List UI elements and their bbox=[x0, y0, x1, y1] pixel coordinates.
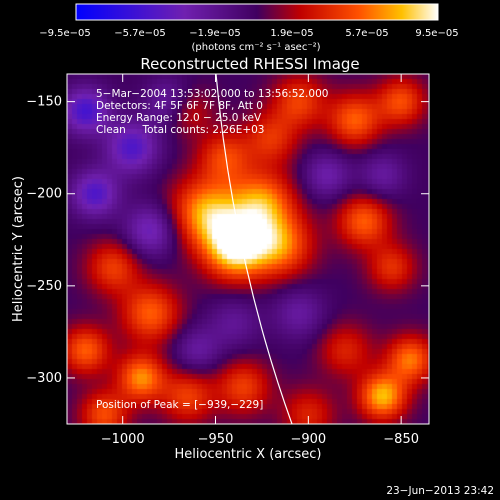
colorbar-tick-label: 1.9e−05 bbox=[270, 28, 313, 39]
colorbar-units: (photons cm⁻² s⁻¹ asec⁻²) bbox=[191, 42, 320, 53]
solar-limb-arc bbox=[215, 74, 293, 424]
plot-frame bbox=[66, 73, 430, 425]
y-tick-label: −150 bbox=[26, 95, 62, 110]
peak-position-label: Position of Peak = [−939,−229] bbox=[96, 399, 263, 411]
x-axis-label: Heliocentric X (arcsec) bbox=[175, 447, 322, 462]
y-axis-label: Heliocentric Y (arcsec) bbox=[11, 176, 26, 322]
colorbar-tick-label: −5.7e−05 bbox=[114, 28, 166, 39]
annotation-detectors: Detectors: 4F 5F 6F 7F 8F, Att 0 bbox=[96, 100, 263, 112]
x-tick-label: −1000 bbox=[101, 432, 145, 447]
timestamp: 23−Jun−2013 23:42 bbox=[386, 485, 494, 497]
heatmap-image bbox=[67, 74, 429, 424]
annotation-energy-range: Energy Range: 12.0 − 25.0 keV bbox=[96, 112, 262, 124]
chart-title: Reconstructed RHESSI Image bbox=[140, 55, 359, 73]
colorbar-tick-label: 9.5e−05 bbox=[415, 28, 458, 39]
annotation-counts: Clean Total counts: 2.26E+03 bbox=[96, 124, 265, 136]
annotation-time-range: 5−Mar−2004 13:53:02.000 to 13:56:52.000 bbox=[96, 88, 328, 100]
colorbar-tick-label: 5.7e−05 bbox=[345, 28, 388, 39]
colorbar bbox=[75, 3, 439, 21]
x-tick-label: −950 bbox=[198, 432, 234, 447]
colorbar-tick-label: −9.5e−05 bbox=[39, 28, 91, 39]
y-tick-label: −200 bbox=[26, 187, 62, 202]
y-tick-label: −250 bbox=[26, 279, 62, 294]
y-tick-label: −300 bbox=[26, 371, 62, 386]
colorbar-tick-label: −1.9e−05 bbox=[189, 28, 241, 39]
x-tick-label: −850 bbox=[383, 432, 419, 447]
x-tick-label: −900 bbox=[290, 432, 326, 447]
